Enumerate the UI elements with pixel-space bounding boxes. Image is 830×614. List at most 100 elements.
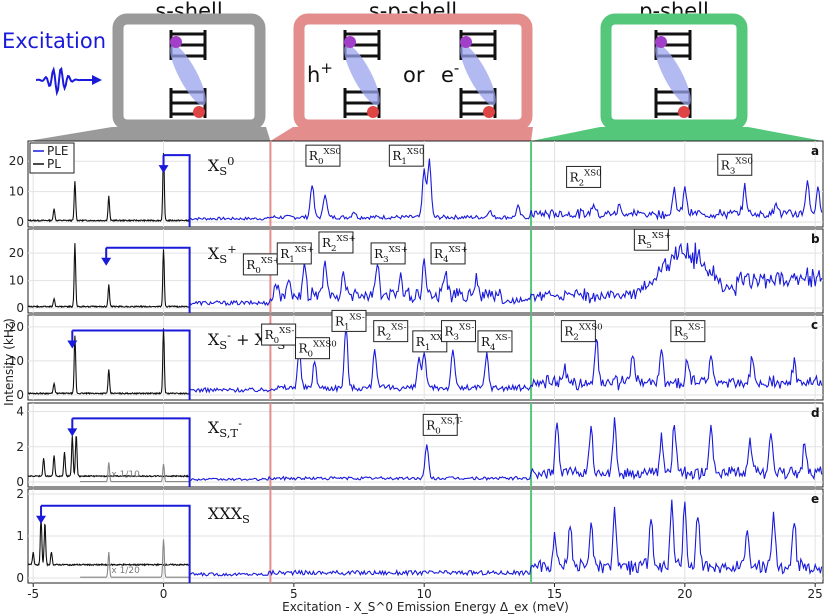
resonance-label: R4​XS-​	[477, 330, 513, 353]
wavefunction-shape	[655, 44, 691, 106]
resonance-label-text: R5​XS+​	[637, 231, 671, 251]
electron-dot	[655, 36, 667, 48]
resonance-label-text: R2​XXS0​	[564, 323, 602, 343]
panel-transition-name: XS​0​	[208, 154, 235, 178]
resonance-label-box	[318, 231, 354, 254]
resonance-label-box	[305, 144, 341, 167]
x-tick-label: 25	[808, 587, 823, 601]
text-part: XS+	[337, 234, 356, 244]
shell-funnel	[28, 127, 271, 141]
text-part: XXS0	[313, 340, 337, 350]
resonance-label-text: R3​XS-​	[444, 323, 474, 343]
panels: 01020XS​0​R0​XS0​R1​XS0​R2​XS0​R3​XS0​aP…	[9, 140, 824, 585]
text-part: XS0	[584, 168, 602, 178]
wavefunction-shape	[344, 44, 380, 106]
resonance-label-box	[422, 413, 458, 436]
pulse-wave-icon	[35, 66, 80, 97]
text-part: 2	[331, 244, 337, 254]
resonance-label: R2​XS-​	[373, 320, 409, 343]
text-part: X	[208, 244, 220, 263]
text-part: -	[227, 328, 231, 342]
x-axis-label: Excitation - X_S^0 Emission Energy Δ_ex …	[282, 600, 569, 614]
or-label: or	[403, 63, 425, 87]
text-part: XS-	[350, 312, 365, 322]
pl-scaled-series-line	[80, 539, 190, 578]
scale-note: x 1/10	[111, 470, 140, 480]
excitation-bracket	[72, 329, 191, 400]
x-tick-label: -5	[27, 587, 39, 601]
resonance-label-text: R1​XS0​	[392, 147, 424, 167]
resonance-label-text: R0​XS-​	[265, 326, 295, 346]
text-part: 1	[289, 255, 295, 265]
panel-a: 01020XS​0​R0​XS0​R1​XS0​R2​XS0​R3​XS0​aP…	[9, 140, 824, 229]
x-tick-label: 15	[547, 587, 562, 601]
excitation-arrow-head	[36, 515, 47, 524]
resonance-label: R1​XS-​	[331, 309, 367, 332]
resonance-label-text: R4​XS+​	[434, 245, 468, 265]
ple-series-line	[189, 242, 823, 307]
resonance-label-box	[560, 320, 596, 343]
resonance-label-box	[388, 144, 424, 167]
electron-dot	[460, 36, 472, 48]
hole-dot	[678, 106, 690, 118]
text-part: R	[322, 236, 332, 250]
resonance-label-text: R3​XS0​	[721, 156, 753, 176]
text-part: +	[227, 242, 237, 256]
text-part: R	[374, 247, 384, 261]
resonance-label-box	[331, 309, 367, 332]
y-tick-label: 0	[16, 388, 24, 402]
legend-entry: PL	[47, 157, 61, 171]
resonance-label-box	[295, 337, 331, 360]
x-tick-label: 10	[417, 587, 432, 601]
resonance-label: R3​XS-​	[440, 320, 476, 343]
resonance-label-text: R5​XS-​	[674, 323, 704, 343]
text-part: S	[219, 164, 227, 178]
y-tick-label: 2	[16, 440, 24, 454]
text-part: 3	[454, 333, 460, 343]
electron-dot	[170, 36, 182, 48]
y-tick-label: 4	[16, 405, 24, 419]
text-part: 1	[344, 322, 350, 332]
y-tick-label: 2	[16, 487, 24, 501]
y-axis-label: Intensity (kHz)	[2, 318, 16, 406]
text-part: R	[564, 325, 574, 339]
text-part: R	[392, 149, 402, 163]
y-tick-label: 0	[16, 301, 24, 315]
resonance-label-text: R0​XXS0​	[299, 340, 337, 360]
text-part: 0	[255, 266, 261, 276]
text-part: XS-	[391, 323, 406, 333]
text-part: 3	[730, 166, 736, 176]
scale-note: x 1/20	[111, 566, 140, 576]
quantum-dot-ladder	[343, 30, 381, 118]
pl-series-line	[27, 243, 190, 309]
resonance-label-box	[370, 242, 406, 265]
text-part: 4	[443, 255, 449, 265]
resonance-label-text: R1​XS+​	[280, 245, 314, 265]
excitation-arrow-head	[158, 165, 169, 174]
resonance-label-text: R2​XS0​	[570, 168, 602, 188]
panel-letter: e	[811, 492, 819, 506]
text-part: R	[246, 258, 256, 272]
panel-e: 0 1 2 x 1/20 XXXS​ e	[16, 487, 824, 585]
text-part: 2	[386, 333, 392, 343]
text-part: 0	[227, 154, 234, 168]
resonance-label-box	[440, 320, 476, 343]
text-part: XS-	[459, 323, 474, 333]
electron-dot	[344, 36, 356, 48]
resonance-label: R0​XS0​	[305, 144, 341, 167]
text-part: R	[570, 170, 580, 184]
legend-box	[29, 142, 75, 174]
resonance-label: R3​XS+​	[370, 242, 408, 265]
quantum-dot-ladder	[169, 30, 207, 118]
resonance-label-box	[633, 228, 669, 251]
ple-series-line	[189, 158, 823, 221]
hole-dot	[367, 106, 379, 118]
resonance-label-box	[430, 242, 466, 265]
quantum-dot-ladder	[459, 30, 497, 118]
electron-sup: -	[454, 59, 459, 77]
resonance-label: R3​XS0​	[717, 153, 753, 176]
text-part: 1	[401, 157, 407, 167]
resonance-label: R0​XS+​	[242, 253, 280, 276]
